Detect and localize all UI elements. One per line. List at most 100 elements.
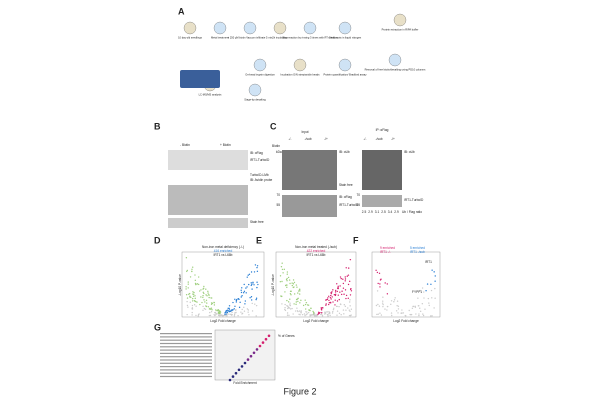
point [234, 371, 238, 375]
point [295, 298, 298, 301]
label: -/- [288, 137, 291, 141]
point [257, 283, 259, 286]
point [210, 303, 213, 305]
label: IRT1 [425, 260, 432, 264]
step-icon [303, 21, 317, 35]
point [395, 310, 398, 312]
label: 2.5 [381, 210, 386, 214]
panel-label: E [256, 235, 262, 245]
blot [168, 185, 248, 215]
point [232, 308, 234, 311]
step-icon [388, 53, 402, 67]
point [396, 304, 398, 307]
point [379, 312, 381, 314]
point [332, 310, 334, 313]
point [197, 276, 200, 278]
panel-label: C [270, 121, 277, 131]
point [250, 282, 252, 284]
label-bar [160, 356, 212, 358]
point [338, 305, 340, 308]
label: Metal treatment [211, 36, 229, 40]
point [207, 290, 209, 293]
point [345, 294, 348, 297]
step-icon [183, 21, 197, 35]
point [289, 292, 292, 295]
point [287, 276, 290, 279]
point [342, 309, 345, 311]
label: 3.4 [388, 210, 393, 214]
point [414, 306, 417, 308]
point [226, 315, 228, 317]
point [232, 301, 234, 304]
label: Stain free [339, 183, 353, 187]
point [191, 268, 193, 270]
point [347, 297, 349, 299]
point [314, 315, 316, 317]
point [310, 307, 312, 309]
point [286, 286, 288, 289]
label-bar [160, 366, 212, 368]
label: IRT1 -/- [380, 250, 391, 254]
point [393, 299, 396, 301]
point [256, 281, 258, 283]
label: Biotin [272, 144, 280, 148]
point [254, 303, 256, 305]
point [202, 305, 204, 308]
point [207, 292, 209, 294]
point [295, 284, 298, 286]
point [329, 312, 331, 315]
point [386, 305, 389, 308]
point [397, 312, 399, 314]
point [218, 311, 220, 313]
point [231, 375, 235, 378]
point [378, 272, 381, 275]
point [255, 298, 257, 301]
point [426, 283, 429, 285]
point [194, 295, 196, 297]
point [241, 308, 243, 311]
point [241, 295, 243, 297]
point [413, 305, 415, 308]
point [324, 311, 327, 314]
point [253, 271, 256, 273]
point [332, 308, 335, 311]
point [226, 311, 228, 313]
point [397, 308, 400, 310]
point [431, 297, 433, 299]
point [288, 307, 291, 309]
point [382, 300, 384, 302]
point [334, 291, 337, 293]
point [202, 288, 204, 290]
point [345, 297, 347, 300]
point [227, 310, 230, 312]
point [223, 314, 226, 317]
point [410, 313, 412, 316]
point [252, 351, 256, 355]
point [248, 314, 250, 316]
point [189, 296, 191, 298]
point [386, 283, 388, 285]
point [384, 282, 386, 284]
plot-frame [275, 251, 357, 318]
point [404, 314, 407, 317]
point [304, 303, 307, 306]
point [219, 315, 221, 317]
point [249, 354, 253, 358]
point [213, 304, 216, 306]
label: IB: αFlag [250, 151, 263, 155]
point [342, 278, 344, 280]
point [191, 304, 194, 307]
point [210, 308, 212, 311]
point [376, 290, 379, 292]
label: IRT1 vs L68b [307, 253, 326, 257]
point [195, 283, 197, 286]
point [241, 287, 243, 289]
point [422, 313, 424, 315]
point [289, 282, 291, 285]
label: + Biotin [220, 143, 231, 147]
point [297, 310, 299, 313]
point [342, 282, 345, 285]
point [204, 308, 207, 310]
point [279, 275, 282, 277]
point [211, 309, 213, 311]
